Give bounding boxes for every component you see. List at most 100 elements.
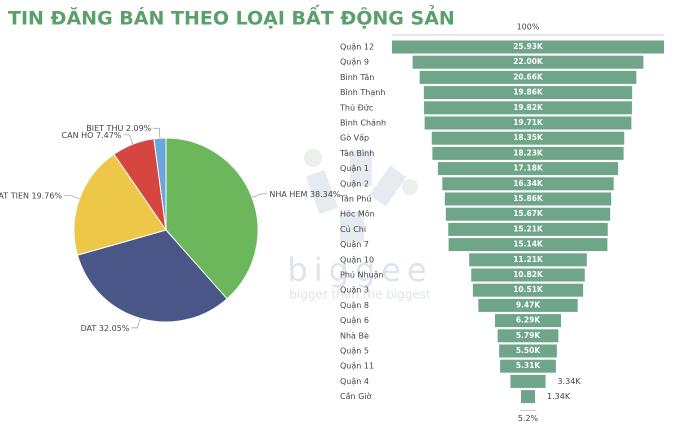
funnel-bar — [495, 314, 561, 328]
slice-value: 19.76% — [32, 191, 63, 200]
funnel-value: 22.00K — [513, 57, 544, 66]
funnel-value: 15.67K — [513, 209, 544, 218]
watermark-shape — [369, 165, 407, 207]
funnel-category: Quận 1 — [340, 164, 369, 174]
funnel-value: 10.51K — [513, 285, 544, 294]
funnel-bar — [392, 40, 664, 54]
slice-label: NHA HEM 38.34% — [269, 189, 340, 198]
funnel-bar — [424, 101, 632, 115]
funnel-bar — [437, 162, 619, 176]
funnel-value: 18.23K — [513, 148, 544, 157]
funnel-value: 15.14K — [513, 240, 544, 249]
funnel-category: Quận 8 — [340, 301, 369, 311]
leader-line — [131, 318, 141, 329]
funnel-value: 6.29K — [516, 316, 542, 325]
funnel-bar — [448, 238, 608, 252]
leader-line — [123, 134, 134, 145]
funnel-bar — [432, 146, 624, 160]
funnel-category: Hóc Môn — [340, 209, 375, 219]
slice-value: 38.34% — [310, 189, 341, 198]
funnel-bar — [419, 70, 637, 84]
funnel-bar — [499, 344, 557, 358]
funnel-category: Quận 2 — [340, 179, 369, 189]
watermark-brand: biggee — [287, 251, 432, 289]
funnel-value: 15.21K — [513, 224, 544, 233]
funnel-bar — [500, 359, 556, 373]
pie-slice — [73, 153, 167, 256]
watermark-shape — [305, 169, 339, 215]
funnel-category: Thủ Đức — [339, 102, 373, 112]
funnel-category: Nhà Bè — [340, 330, 369, 340]
funnel-value: 3.34K — [558, 377, 582, 386]
funnel-category: Củ Chi — [340, 224, 366, 234]
funnel-category: Bình Thạnh — [340, 88, 385, 98]
funnel-category: Gò Vấp — [340, 133, 369, 143]
slice-name: NHA MAT TIEN — [0, 191, 29, 200]
funnel-bar — [472, 283, 584, 297]
funnel-value: 9.47K — [516, 300, 542, 309]
leader-line — [153, 127, 161, 139]
funnel-bar — [442, 177, 614, 191]
funnel-value: 25.93K — [513, 42, 544, 51]
funnel-category: Quận 12 — [340, 43, 374, 53]
watermark: biggee bigger than the biggest — [287, 149, 432, 302]
funnel-value: 19.71K — [513, 118, 544, 127]
funnel-bar — [444, 192, 612, 206]
funnel-category: Quận 11 — [340, 362, 374, 372]
funnel-category: Quận 9 — [340, 58, 369, 68]
slice-name: DAT — [81, 323, 97, 332]
funnel-value: 19.86K — [513, 88, 544, 97]
funnel-value: 17.18K — [513, 164, 544, 173]
funnel-category: Quận 3 — [340, 286, 369, 296]
watermark-dot — [402, 179, 418, 195]
watermark-dot — [304, 149, 322, 167]
slice-name: CAN HO — [62, 130, 94, 139]
pie-slice — [153, 137, 167, 231]
funnel-category: Quận 7 — [340, 240, 369, 250]
funnel-bar — [471, 268, 585, 282]
slice-name: BIET THU — [86, 124, 123, 133]
funnel-category: Phú Nhuận — [340, 271, 384, 281]
funnel-bar — [510, 374, 546, 388]
funnel-value: 5.50K — [516, 346, 542, 355]
funnel-category: Quận 5 — [340, 347, 369, 357]
funnel-value: 20.66K — [513, 72, 544, 81]
funnel-value: 16.34K — [513, 179, 544, 188]
slice-value: 7.47% — [96, 130, 122, 139]
funnel-value: 18.35K — [513, 133, 544, 142]
funnel-bar — [445, 207, 611, 221]
funnel-category: Quận 10 — [340, 255, 374, 265]
slice-label: NHA MAT TIEN 19.76% — [0, 191, 62, 200]
watermark-slogan: bigger than the biggest — [289, 288, 431, 302]
slice-label: CAN HO 7.47% — [62, 130, 122, 139]
funnel-category: Quận 4 — [340, 377, 369, 387]
funnel-value: 15.86K — [513, 194, 544, 203]
watermark-shape — [340, 212, 364, 242]
funnel-value: 1.34K — [547, 392, 571, 401]
title: TIN ĐĂNG BÁN THEO LOẠI BẤT ĐỘNG SẢN — [8, 4, 455, 30]
funnel-category: Cần Giờ — [340, 391, 372, 401]
funnel-bar — [423, 86, 633, 100]
leader-line — [64, 195, 80, 200]
funnel-bottom-label: 5.2% — [518, 414, 539, 423]
funnel-bar — [497, 329, 559, 343]
slice-name: NHA HEM — [269, 189, 307, 198]
funnel-category: Quận 6 — [340, 316, 369, 326]
funnel-bar — [412, 55, 644, 69]
funnel-bar — [520, 390, 536, 404]
funnel-value: 5.79K — [516, 331, 542, 340]
funnel-bar — [478, 298, 578, 312]
slice-label: BIET THU 2.09% — [86, 124, 151, 133]
funnel-bar — [424, 116, 632, 130]
watermark-shape — [350, 150, 372, 186]
funnel-value: 19.82K — [513, 103, 544, 112]
leader-line — [251, 193, 268, 198]
funnel-category: Tân Bình — [339, 149, 374, 158]
funnel-value: 5.31K — [516, 361, 542, 370]
funnel-value: 11.21K — [513, 255, 544, 264]
funnel-bar — [469, 253, 587, 267]
slice-value: 32.05% — [99, 323, 130, 332]
funnel-category: Tân Phú — [339, 195, 371, 204]
funnel-top-label: 100% — [517, 23, 540, 32]
